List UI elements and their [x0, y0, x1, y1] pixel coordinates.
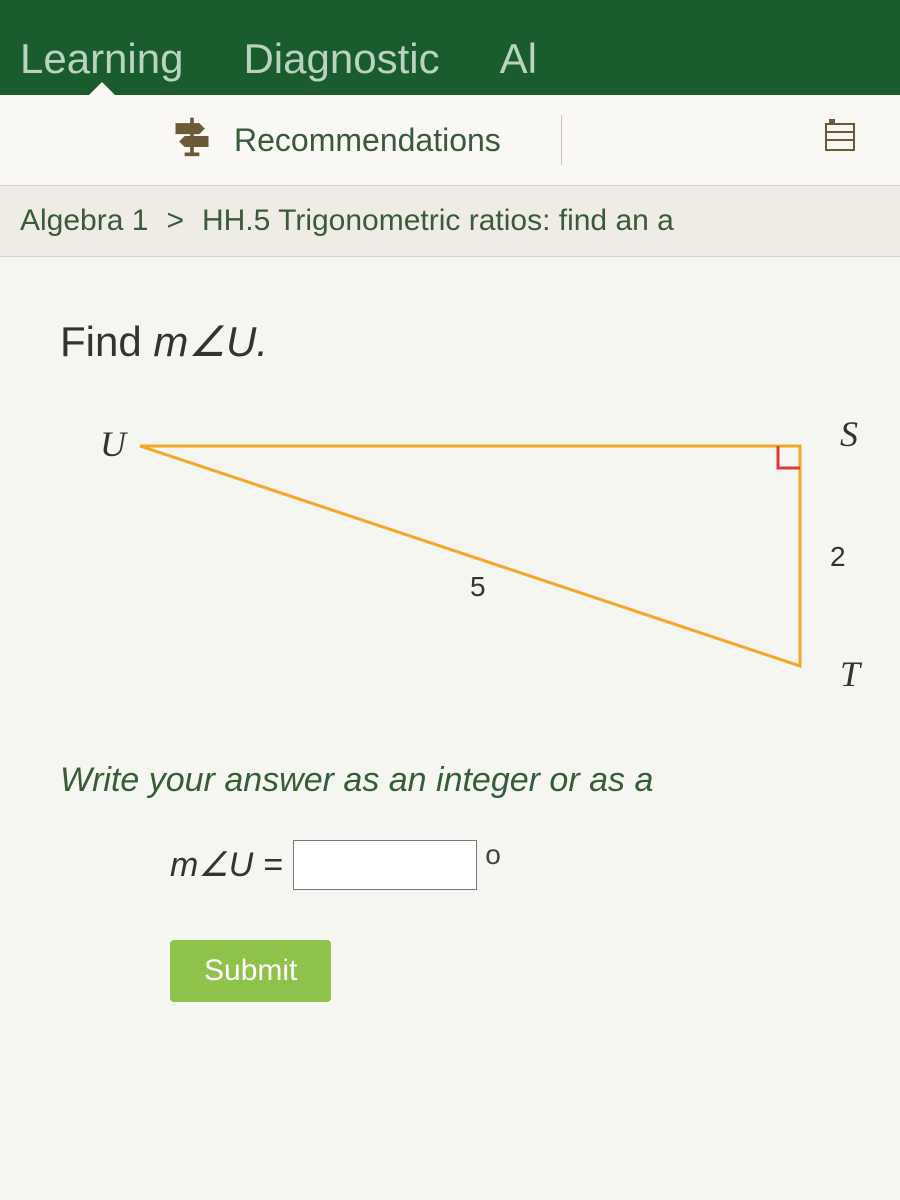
vertex-label-t: T: [840, 654, 863, 694]
nav-divider: [561, 115, 562, 165]
question-prompt: Find m∠U.: [60, 317, 860, 366]
vertex-label-s: S: [840, 414, 858, 454]
answer-row: m∠U = o: [170, 840, 860, 890]
side-label-ut: 5: [470, 571, 486, 602]
sub-nav: Recommendations: [0, 95, 900, 186]
breadcrumb-course[interactable]: Algebra 1: [20, 204, 148, 238]
answer-expression: m∠U: [170, 845, 253, 885]
triangle-shape: [140, 446, 800, 666]
question-content: Find m∠U. U S T 5 2 Write your answer as…: [0, 257, 900, 1042]
degree-symbol: o: [485, 839, 501, 871]
top-nav: Learning Diagnostic Al: [0, 0, 900, 95]
tab-diagnostic[interactable]: Diagnostic: [243, 35, 439, 95]
prompt-expression: m∠U.: [153, 318, 268, 365]
answer-instruction: Write your answer as an integer or as a: [60, 761, 860, 800]
tab-al[interactable]: Al: [500, 35, 537, 95]
vertex-label-u: U: [100, 424, 128, 464]
breadcrumb: Algebra 1 > HH.5 Trigonometric ratios: f…: [0, 186, 900, 257]
recommendations-link[interactable]: Recommendations: [234, 122, 501, 159]
tab-learning[interactable]: Learning: [20, 35, 183, 95]
signpost-icon: [170, 114, 214, 166]
prompt-prefix: Find: [60, 318, 153, 365]
right-angle-marker: [778, 446, 800, 468]
side-label-st: 2: [830, 541, 846, 572]
skill-plan-icon[interactable]: [820, 116, 860, 164]
breadcrumb-separator: >: [166, 204, 184, 238]
answer-input[interactable]: [293, 840, 477, 890]
submit-button[interactable]: Submit: [170, 940, 331, 1002]
equals-sign: =: [263, 846, 283, 885]
breadcrumb-skill[interactable]: HH.5 Trigonometric ratios: find an a: [202, 204, 674, 238]
triangle-figure: U S T 5 2: [100, 406, 860, 721]
